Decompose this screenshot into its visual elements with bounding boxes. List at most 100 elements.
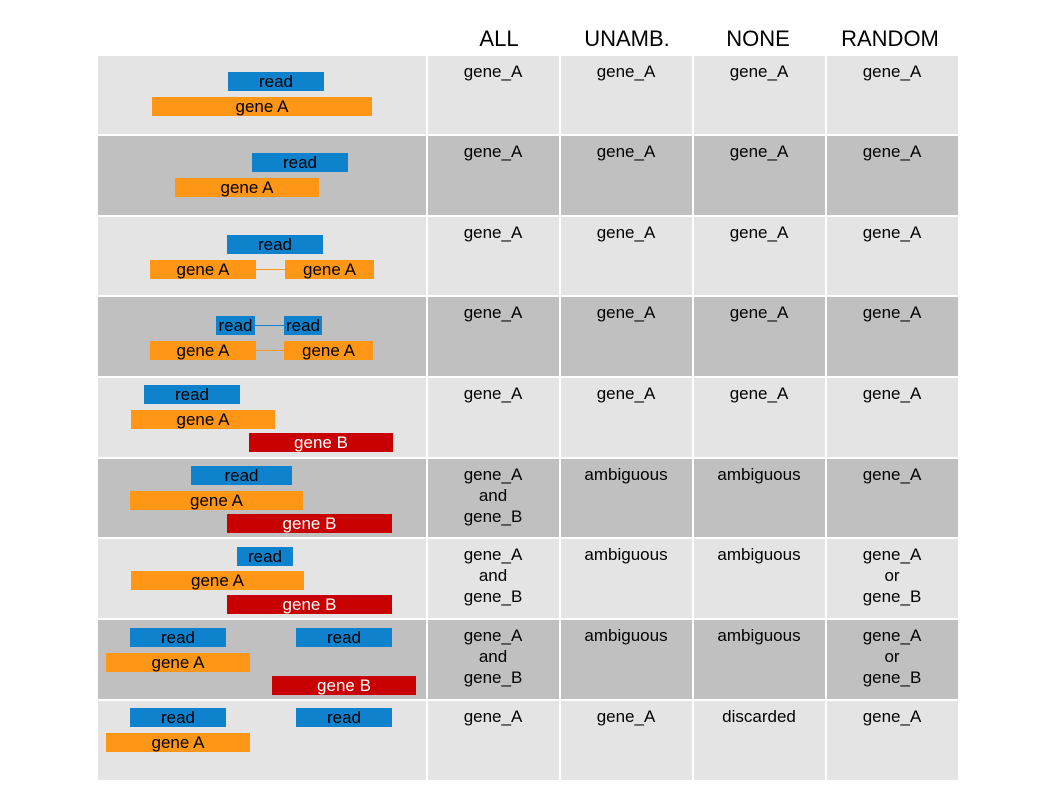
header-all: ALL xyxy=(479,26,519,51)
alignment-diagram: read gene A gene B xyxy=(98,539,424,618)
cell-none: gene_A xyxy=(692,56,824,135)
cell-all: gene_A xyxy=(426,297,558,376)
cell-text: gene_A xyxy=(463,545,523,564)
cell-text: gene_A xyxy=(862,62,922,81)
cell-text: gene_A xyxy=(596,142,656,161)
cell-text: gene_B xyxy=(463,507,523,526)
cell-text: gene_A xyxy=(463,465,523,484)
cell-text: or xyxy=(884,647,900,666)
table-row: read read gene A gene B gene_A and gene_B ambig… xyxy=(98,620,958,699)
cell-text: gene_A xyxy=(862,626,922,645)
cell-text: gene_A xyxy=(862,465,922,484)
alignment-diagram: read read gene A gene B xyxy=(98,620,424,699)
row-divider xyxy=(98,618,958,620)
gene-b-bar: gene B xyxy=(272,676,416,695)
row-divider xyxy=(98,457,958,459)
table-row: read gene A gene_A gene_A gene_A gene_A xyxy=(98,56,958,135)
cell-random: gene_A xyxy=(825,701,957,780)
gene-b-bar: gene B xyxy=(227,514,392,533)
read-bar: read xyxy=(284,316,322,335)
gene-a-bar: gene A xyxy=(150,260,256,279)
alignment-diagram: read gene A xyxy=(98,136,424,215)
table-row: read gene A gene A gene_A gene_A gene_A gene_A xyxy=(98,217,958,296)
gene-a-bar: gene A xyxy=(284,341,373,360)
cell-text: ambiguous xyxy=(584,545,668,564)
cell-none: ambiguous xyxy=(692,620,824,699)
cell-random: gene_A xyxy=(825,297,957,376)
cell-all: gene_A xyxy=(426,378,558,457)
read-bar: read xyxy=(130,628,226,647)
cell-text: gene_A xyxy=(862,142,922,161)
cell-text: gene_A xyxy=(596,62,656,81)
table-row: read read gene A gene_A gene_A discarded gene_… xyxy=(98,701,958,780)
cell-unamb: gene_A xyxy=(559,297,691,376)
cell-all: gene_A xyxy=(426,701,558,780)
cell-text: discarded xyxy=(722,707,796,726)
table-row: read read gene A gene A gene_A gene_A gene_A ge… xyxy=(98,297,958,376)
cell-all: gene_A xyxy=(426,217,558,296)
cell-text: gene_A xyxy=(463,62,523,81)
cell-text: gene_B xyxy=(862,587,922,606)
gene-a-bar: gene A xyxy=(285,260,374,279)
cell-text: gene_A xyxy=(862,303,922,322)
cell-unamb: gene_A xyxy=(559,217,691,296)
cell-text: gene_A xyxy=(729,384,789,403)
table-row: read gene A gene B gene_A gene_A gene_A gene_A xyxy=(98,378,958,457)
row-divider xyxy=(98,376,958,378)
cell-text: gene_A xyxy=(463,626,523,645)
read-bar: read xyxy=(216,316,255,335)
cell-text: gene_A xyxy=(463,384,523,403)
cell-unamb: gene_A xyxy=(559,136,691,215)
cell-text: and xyxy=(478,647,508,666)
gene-a-bar: gene A xyxy=(131,571,304,590)
cell-random: gene_A or gene_B xyxy=(825,620,957,699)
cell-text: gene_B xyxy=(463,587,523,606)
cell-none: gene_A xyxy=(692,217,824,296)
intron-link xyxy=(256,269,285,270)
cell-all: gene_A xyxy=(426,136,558,215)
alignment-diagram: read gene A gene A xyxy=(98,217,424,296)
gene-a-bar: gene A xyxy=(150,341,256,360)
cell-text: gene_A xyxy=(596,384,656,403)
cell-unamb: gene_A xyxy=(559,701,691,780)
read-bar: read xyxy=(296,628,392,647)
cell-random: gene_A xyxy=(825,217,957,296)
row-divider xyxy=(98,699,958,701)
alignment-diagram: read gene A xyxy=(98,56,424,135)
cell-text: ambiguous xyxy=(717,626,801,645)
intron-link xyxy=(256,350,284,351)
alignment-diagram: read gene A gene B xyxy=(98,378,424,457)
table-row: read gene A gene B gene_A and gene_B ambiguous… xyxy=(98,459,958,538)
cell-text: gene_A xyxy=(463,707,523,726)
cell-none: gene_A xyxy=(692,378,824,457)
cell-none: ambiguous xyxy=(692,539,824,618)
row-divider xyxy=(98,134,958,136)
cell-none: gene_A xyxy=(692,136,824,215)
cell-text: gene_A xyxy=(463,303,523,322)
cell-random: gene_A xyxy=(825,56,957,135)
read-bar: read xyxy=(228,72,324,91)
row-divider xyxy=(98,215,958,217)
table-row: read gene A gene B gene_A and gene_B ambiguous… xyxy=(98,539,958,618)
gene-b-bar: gene B xyxy=(249,433,393,452)
cell-text: gene_A xyxy=(729,142,789,161)
cell-text: gene_A xyxy=(596,303,656,322)
read-bar: read xyxy=(144,385,240,404)
gene-b-bar: gene B xyxy=(227,595,392,614)
cell-text: gene_A xyxy=(463,142,523,161)
cell-text: and xyxy=(478,566,508,585)
cell-all: gene_A xyxy=(426,56,558,135)
gene-a-bar: gene A xyxy=(106,653,250,672)
cell-text: ambiguous xyxy=(584,626,668,645)
cell-none: discarded xyxy=(692,701,824,780)
cell-unamb: ambiguous xyxy=(559,620,691,699)
read-bar: read xyxy=(252,153,348,172)
cell-text: gene_A xyxy=(729,303,789,322)
read-bar: read xyxy=(296,708,392,727)
cell-text: ambiguous xyxy=(717,545,801,564)
cell-text: gene_A xyxy=(596,223,656,242)
cell-none: gene_A xyxy=(692,297,824,376)
row-divider xyxy=(98,537,958,539)
cell-text: gene_A xyxy=(729,223,789,242)
row-divider xyxy=(98,295,958,297)
